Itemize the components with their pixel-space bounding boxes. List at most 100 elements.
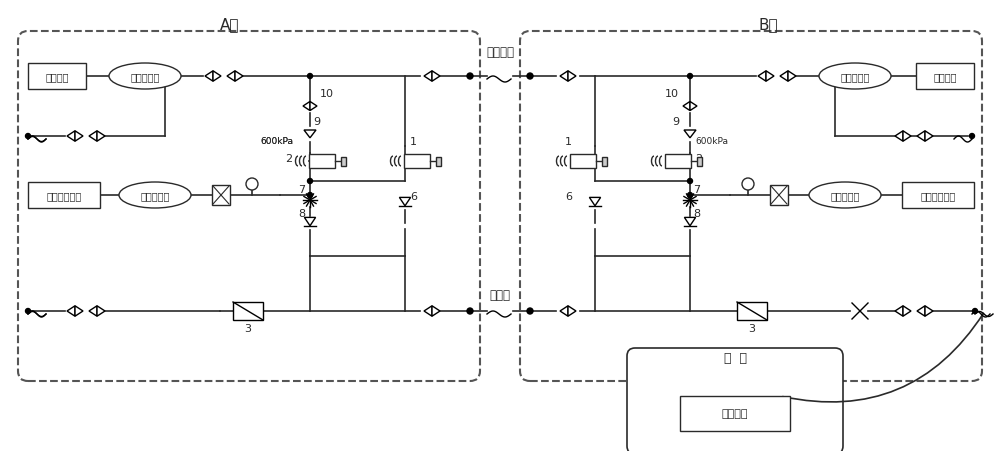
Polygon shape: [925, 132, 933, 142]
Text: 2: 2: [695, 154, 702, 164]
Polygon shape: [304, 131, 316, 138]
Polygon shape: [235, 72, 243, 82]
Polygon shape: [75, 132, 83, 142]
Polygon shape: [758, 72, 766, 82]
Circle shape: [308, 179, 313, 184]
Text: 2: 2: [285, 154, 292, 164]
Text: 600kPa: 600kPa: [260, 137, 293, 146]
FancyBboxPatch shape: [680, 396, 790, 431]
Text: 供风管: 供风管: [490, 288, 511, 301]
FancyArrowPatch shape: [783, 313, 983, 402]
Polygon shape: [684, 218, 696, 226]
Polygon shape: [683, 102, 690, 111]
Polygon shape: [568, 306, 576, 317]
Ellipse shape: [819, 64, 891, 90]
Text: 9: 9: [672, 117, 679, 127]
FancyBboxPatch shape: [341, 157, 346, 166]
Text: 制动控制系统: 制动控制系统: [46, 191, 82, 201]
Polygon shape: [67, 132, 75, 142]
Polygon shape: [690, 102, 697, 111]
Text: 3: 3: [748, 323, 756, 333]
Text: 制动控制系统: 制动控制系统: [920, 191, 956, 201]
FancyBboxPatch shape: [902, 183, 974, 208]
Text: 风源装置: 风源装置: [45, 72, 69, 82]
Text: 1: 1: [410, 137, 417, 147]
Text: 9: 9: [313, 117, 320, 127]
FancyBboxPatch shape: [602, 157, 607, 166]
Polygon shape: [560, 72, 568, 82]
Text: 第二总风罐: 第二总风罐: [140, 191, 170, 201]
Text: 8: 8: [298, 208, 305, 219]
Polygon shape: [925, 306, 933, 317]
Circle shape: [970, 134, 974, 139]
Polygon shape: [399, 198, 411, 207]
FancyBboxPatch shape: [770, 186, 788, 206]
Polygon shape: [227, 72, 235, 82]
Circle shape: [308, 74, 313, 79]
Text: 600kPa: 600kPa: [695, 137, 728, 146]
Polygon shape: [895, 306, 903, 317]
Polygon shape: [903, 132, 911, 142]
Polygon shape: [89, 132, 97, 142]
Text: 用风设备: 用风设备: [722, 409, 748, 419]
Text: 7: 7: [693, 184, 700, 194]
Text: 6: 6: [565, 192, 572, 202]
Polygon shape: [684, 131, 696, 138]
FancyBboxPatch shape: [665, 155, 691, 169]
Polygon shape: [788, 72, 796, 82]
Polygon shape: [97, 132, 105, 142]
Text: 第一总风罐: 第一总风罐: [130, 72, 160, 82]
Polygon shape: [424, 72, 432, 82]
Text: 8: 8: [693, 208, 700, 219]
FancyBboxPatch shape: [916, 64, 974, 90]
Circle shape: [26, 134, 31, 139]
Circle shape: [467, 74, 473, 80]
FancyBboxPatch shape: [18, 32, 480, 381]
Ellipse shape: [109, 64, 181, 90]
FancyBboxPatch shape: [309, 155, 335, 169]
FancyBboxPatch shape: [233, 302, 263, 320]
Ellipse shape: [809, 183, 881, 208]
Circle shape: [972, 309, 978, 314]
Text: 总风联管: 总风联管: [486, 46, 514, 59]
Text: 10: 10: [665, 89, 679, 99]
Text: 第二总风罐: 第二总风罐: [830, 191, 860, 201]
FancyBboxPatch shape: [28, 183, 100, 208]
FancyBboxPatch shape: [404, 155, 430, 169]
Text: 车  辆: 车 辆: [724, 351, 746, 364]
FancyBboxPatch shape: [697, 157, 702, 166]
Circle shape: [467, 308, 473, 314]
FancyBboxPatch shape: [737, 302, 767, 320]
Polygon shape: [917, 306, 925, 317]
Circle shape: [308, 193, 313, 198]
Ellipse shape: [119, 183, 191, 208]
Polygon shape: [424, 306, 432, 317]
Text: 3: 3: [245, 323, 252, 333]
Text: 1: 1: [565, 137, 572, 147]
FancyBboxPatch shape: [627, 348, 843, 451]
Polygon shape: [895, 132, 903, 142]
FancyBboxPatch shape: [570, 155, 596, 169]
Polygon shape: [560, 306, 568, 317]
Polygon shape: [310, 102, 317, 111]
Circle shape: [742, 179, 754, 191]
Polygon shape: [67, 306, 75, 317]
Text: 7: 7: [298, 184, 305, 194]
Circle shape: [688, 193, 692, 198]
Circle shape: [688, 179, 692, 184]
Polygon shape: [903, 306, 911, 317]
Circle shape: [26, 309, 31, 314]
Polygon shape: [917, 132, 925, 142]
Text: 风源装置: 风源装置: [933, 72, 957, 82]
Text: 10: 10: [320, 89, 334, 99]
FancyBboxPatch shape: [520, 32, 982, 381]
Polygon shape: [97, 306, 105, 317]
Circle shape: [527, 308, 533, 314]
Text: 第一总风罐: 第一总风罐: [840, 72, 870, 82]
Text: A节: A节: [220, 18, 240, 32]
Polygon shape: [75, 306, 83, 317]
FancyBboxPatch shape: [212, 186, 230, 206]
Circle shape: [246, 179, 258, 191]
Polygon shape: [304, 218, 316, 226]
Polygon shape: [780, 72, 788, 82]
